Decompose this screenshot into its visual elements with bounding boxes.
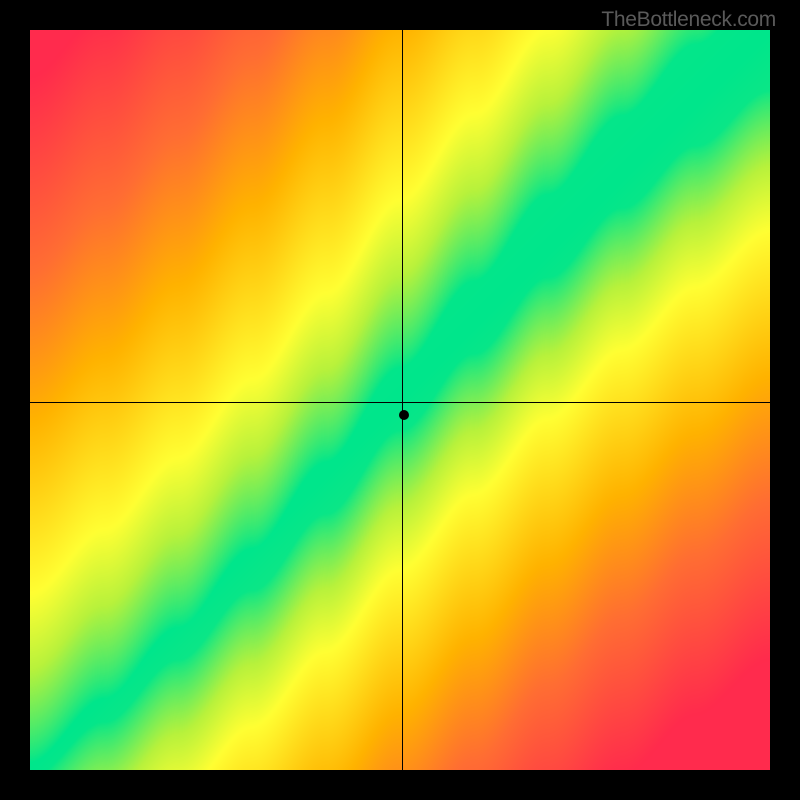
watermark-text: TheBottleneck.com [601,8,776,32]
crosshair-horizontal [30,402,770,403]
plot-area [30,30,770,770]
bottleneck-heatmap [30,30,770,770]
marker-dot [399,410,409,420]
crosshair-vertical [402,30,403,770]
